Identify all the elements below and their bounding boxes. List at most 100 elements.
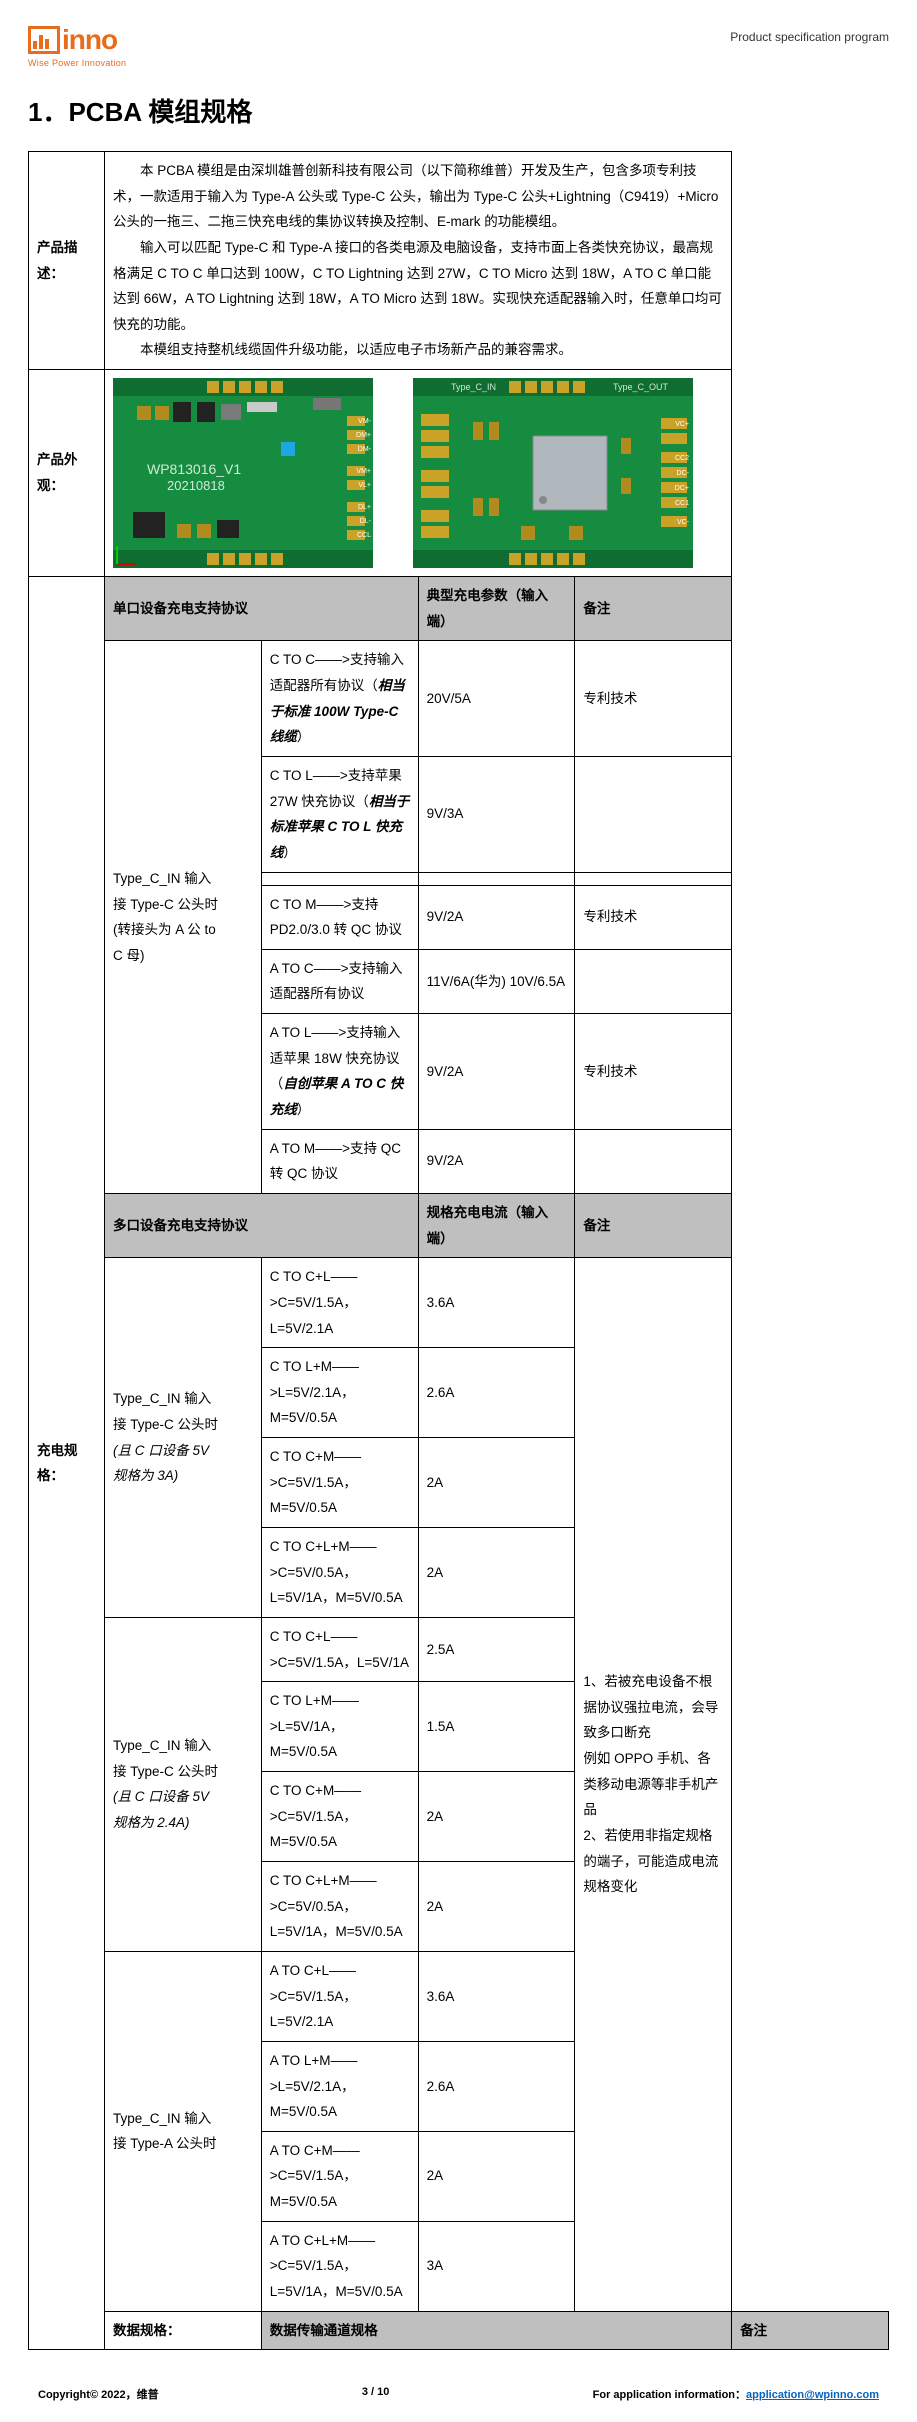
- pcb-image-front: WP813016_V1 20210818 VM- DM+ DM- VM+ VL+…: [113, 378, 373, 568]
- single-row: C TO M——>支持 PD2.0/3.0 转 QC 协议: [261, 885, 418, 949]
- dataspec-remark: 备注: [732, 2311, 889, 2350]
- svg-text:VM+: VM+: [356, 468, 371, 475]
- row-appearance-body: WP813016_V1 20210818 VM- DM+ DM- VM+ VL+…: [105, 370, 732, 577]
- multi-row: C TO C+L——>C=5V/1.5A，L=5V/1A: [261, 1617, 418, 1681]
- svg-text:CCL: CCL: [357, 532, 371, 539]
- single-row-val: 20V/5A: [418, 641, 575, 757]
- single-row-remark: [575, 756, 732, 872]
- section-title: 1．PCBA 模组规格: [28, 92, 889, 129]
- multi-head-col3: 备注: [575, 1193, 732, 1257]
- multi-row: C TO C+M——>C=5V/1.5A，M=5V/0.5A: [261, 1438, 418, 1528]
- svg-text:VL+: VL+: [358, 482, 371, 489]
- svg-text:VC+: VC+: [675, 421, 689, 428]
- desc-p2: 输入可以匹配 Type-C 和 Type-A 接口的各类电源及电脑设备，支持市面…: [113, 235, 723, 338]
- svg-text:WP813016_V1: WP813016_V1: [147, 461, 241, 477]
- svg-text:VM-: VM-: [358, 418, 372, 425]
- row-desc-body: 本 PCBA 模组是由深圳雄普创新科技有限公司（以下简称维普）开发及生产，包含多…: [105, 152, 732, 370]
- footer-contact: For application information：application@…: [593, 2386, 879, 2402]
- row-dataspec-label: 数据规格：: [105, 2311, 262, 2350]
- multi-head-col1: 多口设备充电支持协议: [105, 1193, 419, 1257]
- multi-row-val: 3.6A: [418, 1951, 575, 2041]
- single-row-val: 9V/2A: [418, 1014, 575, 1130]
- multi-row: A TO C+M——>C=5V/1.5A，M=5V/0.5A: [261, 2131, 418, 2221]
- single-port-l3: (转接头为 A 公 to: [113, 917, 253, 943]
- svg-text:DL+: DL+: [358, 504, 371, 511]
- single-row: A TO C——>支持输入适配器所有协议: [261, 949, 418, 1013]
- spec-table: 产品描述： 本 PCBA 模组是由深圳雄普创新科技有限公司（以下简称维普）开发及…: [28, 151, 889, 2350]
- single-row-val: 9V/2A: [418, 1129, 575, 1193]
- logo: inno Wise Power Innovation: [28, 24, 126, 68]
- multi-row: C TO L+M——>L=5V/1A，M=5V/0.5A: [261, 1682, 418, 1772]
- single-row: A TO M——>支持 QC 转 QC 协议: [261, 1129, 418, 1193]
- page-footer: Copyright© 2022，维普 3 / 10 For applicatio…: [28, 2386, 889, 2402]
- single-row: A TO L——>支持输入适苹果 18W 快充协议（自创苹果 A TO C 快充…: [261, 1014, 418, 1130]
- single-head-col1: 单口设备充电支持协议: [105, 577, 419, 641]
- single-row: [261, 872, 418, 885]
- multi-row: C TO C+L——>C=5V/1.5A，L=5V/2.1A: [261, 1258, 418, 1348]
- svg-text:VC-: VC-: [677, 519, 690, 526]
- single-row-val: 11V/6A(华为) 10V/6.5A: [418, 949, 575, 1013]
- svg-text:Type_C_OUT: Type_C_OUT: [613, 382, 669, 392]
- row-desc-label: 产品描述：: [29, 152, 105, 370]
- multi-row-val: 2.6A: [418, 2041, 575, 2131]
- single-row-remark: [575, 949, 732, 1013]
- single-row-remark: 专利技术: [575, 641, 732, 757]
- multi-row-val: 2A: [418, 2131, 575, 2221]
- multi-row: A TO C+L——>C=5V/1.5A，L=5V/2.1A: [261, 1951, 418, 2041]
- single-port-l2: 接 Type-C 公头时: [113, 892, 253, 918]
- single-inport: Type_C_IN 输入 接 Type-C 公头时 (转接头为 A 公 to C…: [105, 641, 262, 1194]
- footer-email-link[interactable]: application@wpinno.com: [746, 2389, 879, 2401]
- multi-g3-port: Type_C_IN 输入 接 Type-A 公头时: [105, 1951, 262, 2311]
- svg-text:CC2: CC2: [675, 455, 689, 462]
- pcb-image-back: Type_C_IN Type_C_OUT: [413, 378, 693, 568]
- logo-mark: inno: [28, 24, 126, 56]
- dataspec-head: 数据传输通道规格: [261, 2311, 731, 2350]
- single-row-remark: [575, 872, 732, 885]
- multi-row: C TO C+L+M——>C=5V/0.5A，L=5V/1A，M=5V/0.5A: [261, 1527, 418, 1617]
- svg-text:CC1: CC1: [675, 500, 689, 507]
- single-head-col2: 典型充电参数（输入端）: [418, 577, 575, 641]
- single-head-col3: 备注: [575, 577, 732, 641]
- header-right-text: Product specification program: [730, 30, 889, 44]
- multi-row-val: 3.6A: [418, 1258, 575, 1348]
- single-row-val: 9V/2A: [418, 885, 575, 949]
- desc-p3: 本模组支持整机线缆固件升级功能，以适应电子市场新产品的兼容需求。: [113, 337, 723, 363]
- logo-subtitle: Wise Power Innovation: [28, 58, 126, 68]
- multi-remark: 1、若被充电设备不根据协议强拉电流，会导致多口断充 例如 OPPO 手机、各类移…: [575, 1258, 732, 2311]
- multi-row-val: 2.5A: [418, 1617, 575, 1681]
- multi-row-val: 2A: [418, 1772, 575, 1862]
- svg-text:DM+: DM+: [356, 432, 371, 439]
- row-chargespec-label: 充电规格：: [29, 577, 105, 2350]
- multi-row: A TO L+M——>L=5V/2.1A，M=5V/0.5A: [261, 2041, 418, 2131]
- svg-text:20210818: 20210818: [167, 478, 225, 493]
- footer-page-number: 3 / 10: [362, 2386, 390, 2402]
- multi-head-col2: 规格充电电流（输入端）: [418, 1193, 575, 1257]
- multi-g1-port: Type_C_IN 输入 接 Type-C 公头时 (且 C 口设备 5V 规格…: [105, 1258, 262, 1618]
- multi-row: C TO C+M——>C=5V/1.5A，M=5V/0.5A: [261, 1772, 418, 1862]
- single-row: C TO C——>支持输入适配器所有协议（相当于标准 100W Type-C 线…: [261, 641, 418, 757]
- svg-text:DC+: DC+: [675, 485, 689, 492]
- svg-text:DL-: DL-: [360, 518, 372, 525]
- logo-text: inno: [62, 24, 117, 56]
- multi-row-val: 2A: [418, 1527, 575, 1617]
- multi-row-val: 1.5A: [418, 1682, 575, 1772]
- row-appearance-label: 产品外观：: [29, 370, 105, 577]
- multi-row: C TO L+M——>L=5V/2.1A，M=5V/0.5A: [261, 1348, 418, 1438]
- svg-text:Type_C_IN: Type_C_IN: [451, 382, 496, 392]
- footer-copyright: Copyright© 2022，维普: [38, 2386, 159, 2402]
- single-row-val: [418, 872, 575, 885]
- multi-g2-port: Type_C_IN 输入 接 Type-C 公头时 (且 C 口设备 5V 规格…: [105, 1617, 262, 1951]
- single-row-remark: 专利技术: [575, 885, 732, 949]
- page-header: inno Wise Power Innovation Product speci…: [28, 24, 889, 68]
- svg-text:DM-: DM-: [358, 446, 372, 453]
- multi-row-val: 2A: [418, 1438, 575, 1528]
- multi-row: A TO C+L+M——>C=5V/1.5A，L=5V/1A，M=5V/0.5A: [261, 2221, 418, 2311]
- single-row: C TO L——>支持苹果 27W 快充协议（相当于标准苹果 C TO L 快充…: [261, 756, 418, 872]
- multi-row: C TO C+L+M——>C=5V/0.5A，L=5V/1A，M=5V/0.5A: [261, 1862, 418, 1952]
- svg-text:DC-: DC-: [677, 470, 690, 477]
- single-row-val: 9V/3A: [418, 756, 575, 872]
- logo-icon: [28, 26, 60, 54]
- single-port-l1: Type_C_IN 输入: [113, 866, 253, 892]
- single-row-remark: [575, 1129, 732, 1193]
- single-row-remark: 专利技术: [575, 1014, 732, 1130]
